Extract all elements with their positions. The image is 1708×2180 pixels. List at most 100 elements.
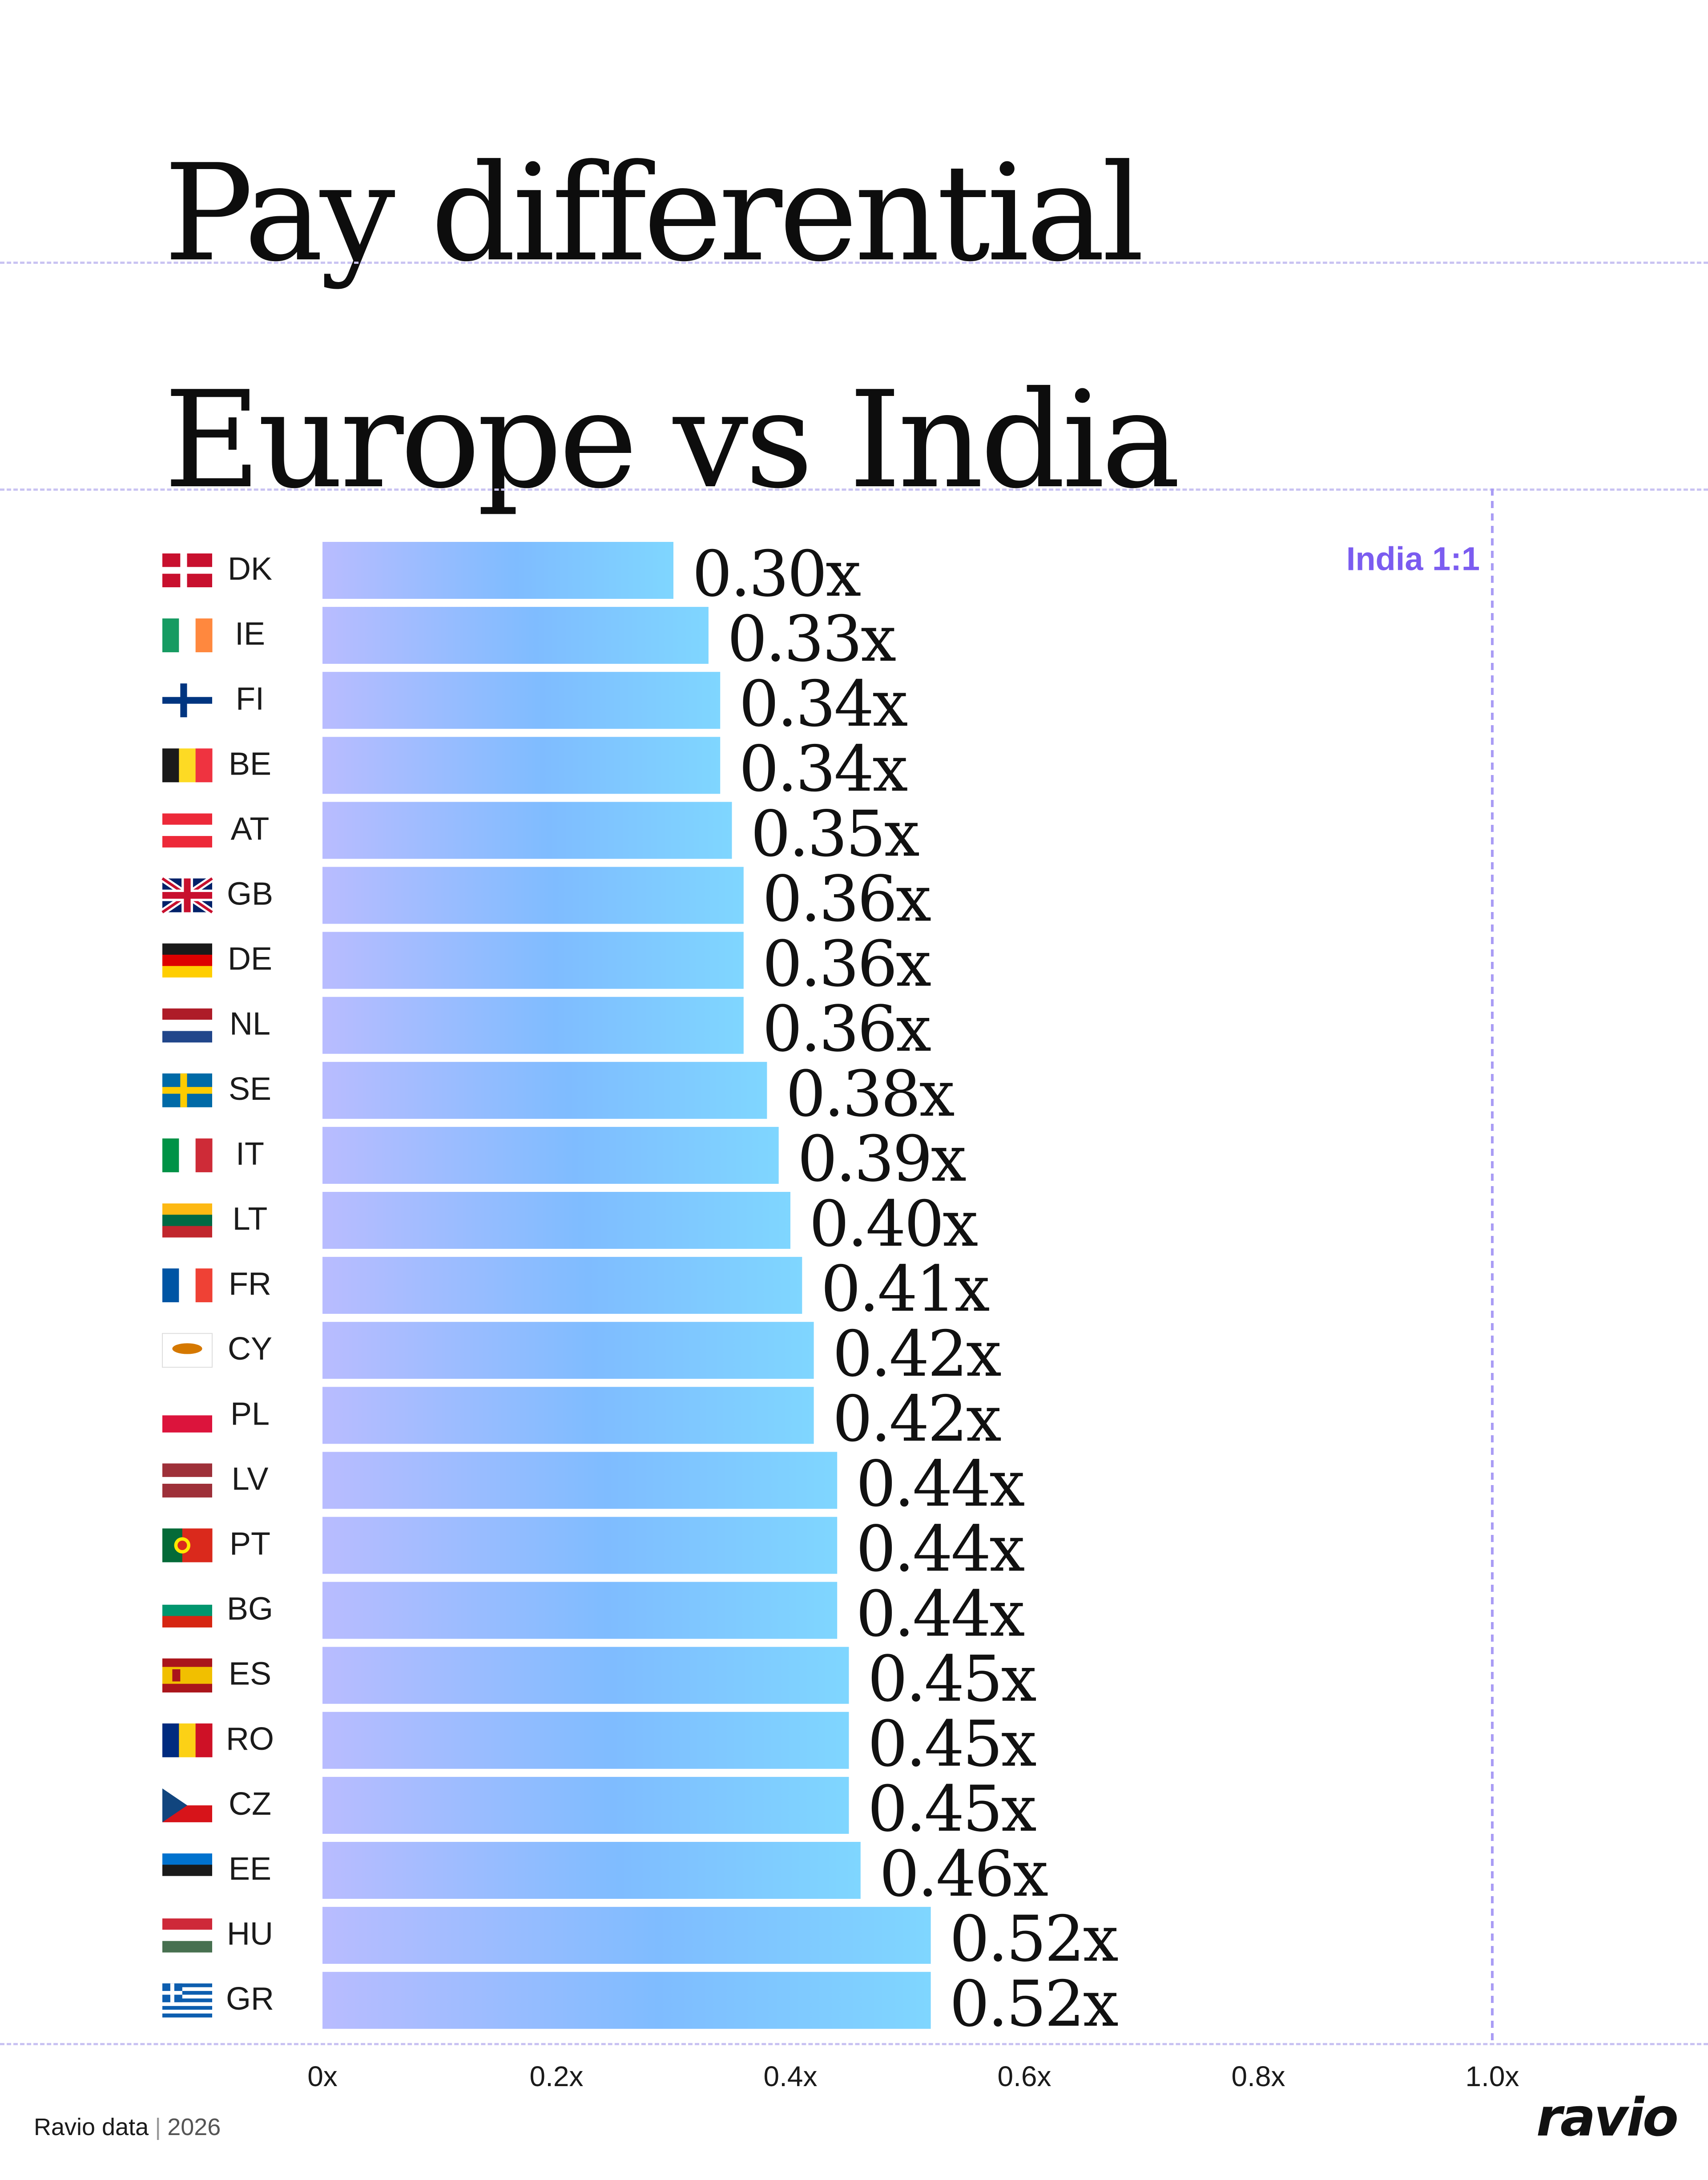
flag-es-icon [162, 1658, 212, 1693]
country-code-label: FI [236, 681, 264, 717]
reference-label: India 1:1 [1346, 541, 1480, 577]
value-label: 0.44x [856, 1513, 1024, 1586]
country-code-label: AT [231, 811, 270, 847]
value-label: 0.36x [762, 993, 931, 1066]
title-guide-line [0, 262, 1708, 264]
flag-ee-icon [162, 1853, 212, 1888]
value-label: 0.42x [833, 1382, 1001, 1456]
bar-es [322, 1647, 849, 1704]
bar-gr [322, 1972, 931, 2029]
bar-de [322, 932, 744, 989]
value-label: 0.34x [739, 667, 907, 741]
data-source-note: Ravio data | 2026 [34, 2113, 221, 2141]
value-label: 0.33x [727, 602, 896, 676]
flag-bg-icon [162, 1593, 212, 1628]
country-code-label: PL [230, 1396, 270, 1432]
value-label: 0.41x [821, 1252, 989, 1326]
flag-cy-icon [162, 1333, 213, 1368]
value-label: 0.38x [786, 1058, 954, 1131]
flag-pl-icon [162, 1398, 212, 1433]
country-code-label: CZ [229, 1786, 271, 1822]
value-label: 0.44x [856, 1578, 1024, 1651]
x-tick-label: 1.0x [1466, 2060, 1519, 2092]
flag-cz-icon [162, 1788, 212, 1822]
bar-it [322, 1126, 779, 1184]
bar-se [322, 1062, 767, 1119]
value-label: 0.36x [762, 928, 931, 1001]
ravio-logo: ravio [1536, 2087, 1679, 2148]
flag-ie-icon [162, 618, 213, 653]
x-axis-guide-line [0, 2043, 1708, 2045]
country-code-label: SE [229, 1071, 271, 1107]
value-label: 0.45x [868, 1643, 1036, 1716]
bar-lt [322, 1192, 790, 1249]
value-label: 0.42x [833, 1317, 1001, 1391]
value-label: 0.44x [856, 1447, 1024, 1521]
flag-gb-icon [160, 876, 214, 915]
chart-title-line-1: Pay differential [164, 136, 1144, 291]
bar-dk [322, 542, 673, 599]
country-code-label: LT [233, 1201, 268, 1237]
bar-fr [322, 1257, 802, 1314]
flag-se-icon [162, 1073, 212, 1107]
bar-lv [322, 1452, 838, 1509]
bar-hu [322, 1907, 931, 1964]
data-year: 2026 [167, 2114, 221, 2140]
flag-nl-icon [162, 1008, 212, 1043]
country-code-label: GB [227, 876, 273, 912]
flag-lv-icon [162, 1463, 212, 1498]
value-label: 0.46x [879, 1837, 1048, 1911]
country-code-label: IT [236, 1136, 264, 1172]
bar-gb [322, 867, 744, 924]
country-code-label: DE [228, 941, 272, 977]
value-label: 0.30x [692, 537, 861, 611]
bar-ie [322, 607, 709, 664]
country-code-label: NL [230, 1006, 270, 1042]
value-label: 0.39x [798, 1122, 966, 1196]
bar-at [322, 802, 732, 859]
country-code-label: CY [228, 1331, 272, 1367]
value-label: 0.34x [739, 732, 907, 806]
bar-pl [322, 1387, 814, 1444]
value-label: 0.45x [868, 1772, 1036, 1846]
flag-hu-icon [162, 1918, 212, 1953]
country-code-label: EE [229, 1851, 271, 1887]
value-label: 0.35x [751, 797, 919, 871]
flag-de-icon [162, 943, 212, 978]
value-label: 0.52x [950, 1902, 1118, 1976]
country-code-label: RO [226, 1721, 274, 1757]
x-tick-label: 0.4x [764, 2060, 818, 2092]
bar-nl [322, 997, 744, 1054]
country-code-label: FR [229, 1266, 271, 1302]
country-code-label: DK [228, 551, 272, 587]
data-source-label: Ravio data [34, 2114, 149, 2140]
bar-cy [322, 1322, 814, 1379]
country-code-label: GR [226, 1981, 274, 2017]
bar-ro [322, 1712, 849, 1769]
x-tick-label: 0x [307, 2060, 338, 2092]
flag-fi-icon [162, 683, 212, 718]
bar-fi [322, 672, 721, 729]
bar-bg [322, 1582, 838, 1639]
footer-separator: | [155, 2114, 161, 2140]
country-code-label: BE [229, 746, 271, 782]
flag-at-icon [162, 813, 212, 848]
bar-ee [322, 1842, 861, 1899]
flag-gr-icon [162, 1983, 212, 2018]
country-code-label: IE [235, 616, 265, 652]
bar-be [322, 737, 721, 794]
bar-cz [322, 1776, 849, 1834]
title-guide-line [0, 488, 1708, 491]
country-code-label: BG [227, 1591, 273, 1627]
chart-title-line-2: Europe vs India [164, 363, 1181, 518]
flag-ro-icon [162, 1723, 213, 1757]
country-code-label: HU [227, 1916, 273, 1952]
country-code-label: LV [232, 1461, 269, 1497]
flag-lt-icon [162, 1203, 212, 1238]
value-label: 0.36x [762, 863, 931, 936]
flag-fr-icon [162, 1268, 213, 1303]
value-label: 0.45x [868, 1708, 1036, 1781]
country-code-label: ES [229, 1656, 271, 1692]
x-tick-label: 0.2x [530, 2060, 584, 2092]
